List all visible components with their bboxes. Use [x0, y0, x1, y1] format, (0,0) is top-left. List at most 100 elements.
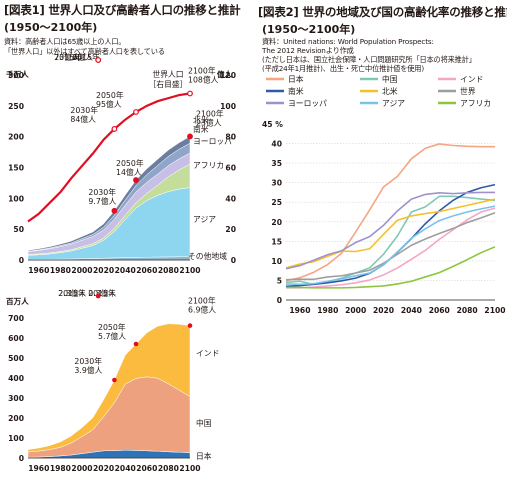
- area--: [27, 135, 191, 252]
- annotation-dot: [133, 177, 139, 183]
- x-tick-label: 2040: [401, 306, 422, 315]
- right-axis-label: 世界人口: [152, 69, 183, 79]
- annotation-dot: [133, 341, 139, 347]
- annotation-year: 2100年: [188, 66, 216, 76]
- annotation-value: 6億人: [72, 52, 93, 62]
- legend-label: アフリカ: [460, 99, 491, 108]
- y-tick-label: 600: [8, 334, 24, 343]
- y-tick-label: 50: [13, 225, 24, 234]
- x-tick-label: 2100: [179, 464, 200, 473]
- y-tick-label: 40: [271, 140, 282, 149]
- annotation-year: 2015年: [58, 288, 86, 298]
- annotation-value: 95億人: [96, 99, 122, 109]
- y-tick-label: 25: [271, 198, 282, 207]
- x-tick-label: 2080: [158, 464, 179, 473]
- annotation-value: 6.9億人: [188, 305, 216, 315]
- x-tick-label: 2000: [345, 306, 366, 315]
- y-tick-label: 250: [8, 102, 24, 111]
- fig1-note-1: 資料：高齢者人口は65歳以上の人口。: [4, 37, 126, 46]
- fig2-note-2: The 2012 Revisionより作成: [262, 46, 354, 55]
- x-tick-label: 1960: [28, 266, 49, 275]
- left-unit: 千万人: [6, 69, 29, 79]
- x-tick-label: 2100: [484, 306, 505, 315]
- legend-label: 北米: [382, 86, 398, 96]
- line--: [285, 205, 496, 286]
- x-tick-label: 2080: [158, 266, 179, 275]
- x-tick-label: 1960: [289, 306, 310, 315]
- y2-tick-label: 100: [220, 102, 236, 111]
- y-tick-label: 10: [271, 257, 282, 266]
- y-tick-label: 0: [19, 454, 24, 463]
- annotation-value: 3.9億人: [74, 365, 102, 375]
- y2-tick-label: 120: [220, 71, 236, 80]
- annotation-year: 2030年: [74, 356, 102, 366]
- fig2-note-1: 資料：United nations: World Population Pros…: [262, 37, 434, 46]
- region-label: 南米: [193, 124, 209, 134]
- y-tick-label: 30: [271, 179, 282, 188]
- y-tick-label: 100: [8, 434, 24, 443]
- x-tick-label: 1980: [50, 266, 71, 275]
- annotation-year: 2050年: [98, 322, 126, 332]
- legend-label: ヨーロッパ: [288, 99, 327, 108]
- x-tick-label: 2060: [136, 266, 157, 275]
- x-tick-label: 2080: [457, 306, 478, 315]
- annotation-value: 108億人: [188, 75, 219, 85]
- series-label--: 日本: [196, 451, 212, 461]
- y-tick-label: 0: [277, 296, 282, 305]
- x-tick-label: 1960: [28, 464, 49, 473]
- legend-label: アジア: [382, 99, 405, 108]
- annotation-dot: [187, 323, 193, 328]
- fig1-note-2: 「世界人口」以外はすべて高齢者人口を表している: [4, 47, 165, 56]
- x-tick-label: 2060: [136, 464, 157, 473]
- annotation-year: 2050年: [116, 158, 144, 168]
- y2-tick-label: 20: [225, 225, 236, 234]
- x-tick-label: 2020: [93, 464, 114, 473]
- fig2-title: [図表2] 世界の地域及び国の高齢化率の推移と推計: [258, 5, 507, 19]
- line--: [286, 207, 496, 289]
- y-tick-label: 700: [8, 314, 24, 323]
- region-label: アジア: [193, 215, 216, 224]
- asia-elderly-population-chart: 百万人 0 100 200 300 400 500 600 700 1960 1980 2000 202…: [6, 288, 219, 473]
- annotation-year: 2030年: [70, 105, 98, 115]
- x-tick-label: 2040: [115, 464, 136, 473]
- annotation-dot: [187, 133, 193, 140]
- annotation-value: 23億人: [196, 117, 222, 127]
- x-tick-label: 1980: [317, 306, 338, 315]
- annotation-dot: [112, 377, 117, 383]
- y-tick-label: 20: [271, 218, 282, 227]
- fig1-subtitle: (1950〜2100年): [4, 21, 98, 34]
- annotation-value: 14億人: [116, 167, 142, 177]
- world-elderly-population-chart: 千万人 億人世界人口［右目盛］05010015020025030002040608…: [6, 52, 236, 275]
- x-tick-label: 2060: [429, 306, 450, 315]
- x-tick-label: 2040: [115, 266, 136, 275]
- x-tick-label: 2100: [179, 266, 200, 275]
- y-tick-label: 200: [8, 414, 24, 423]
- annotation-year: 2100年: [196, 108, 224, 118]
- annotation-value: 2.3億人: [58, 288, 86, 298]
- annotation-value: 84億人: [70, 114, 96, 124]
- annotation-dot: [111, 207, 118, 214]
- annotation-dot: [187, 90, 193, 97]
- fig2-note-4: (平成24年1月推計)、出生・死亡中位推計値を使用): [262, 64, 424, 73]
- line--: [285, 143, 495, 282]
- left-unit: 百万人: [6, 296, 29, 306]
- y-tick-label: 0: [19, 256, 24, 265]
- region-label: ヨーロッパ: [193, 137, 232, 146]
- y-tick-label: 5: [277, 276, 282, 285]
- y-tick-label: 300: [8, 394, 24, 403]
- right-unit: 億人: [217, 69, 233, 79]
- y2-tick-label: 0: [231, 256, 236, 265]
- y2-tick-label: 40: [225, 194, 236, 203]
- annotation-year: 2015年: [72, 52, 100, 62]
- fig2-subtitle: (1950〜2100年): [262, 23, 356, 36]
- annotation-dot: [111, 126, 118, 132]
- y-tick-label: 150: [8, 164, 24, 173]
- y-unit: 45 %: [262, 120, 283, 129]
- annotation-year: 2015年: [54, 52, 82, 62]
- y-tick-label: 400: [8, 374, 24, 383]
- fig2-note-3: (ただし日本は、国立社会保障・人口問題研究所「日本の将来推計」: [262, 55, 476, 64]
- legend-label: 南米: [288, 86, 304, 96]
- y2-tick-label: 60: [225, 164, 236, 173]
- series-label--: 中国: [196, 418, 212, 428]
